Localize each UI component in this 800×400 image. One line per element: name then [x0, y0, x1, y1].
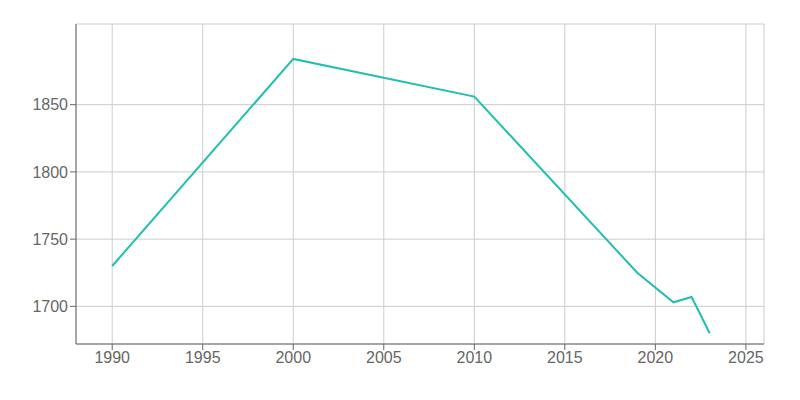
- svg-text:1990: 1990: [94, 349, 130, 366]
- svg-text:1995: 1995: [185, 349, 221, 366]
- svg-text:2015: 2015: [547, 349, 583, 366]
- svg-text:2025: 2025: [728, 349, 764, 366]
- svg-text:2020: 2020: [638, 349, 674, 366]
- svg-text:1850: 1850: [32, 96, 68, 113]
- svg-text:2005: 2005: [366, 349, 402, 366]
- svg-text:1800: 1800: [32, 164, 68, 181]
- svg-text:1700: 1700: [32, 298, 68, 315]
- svg-text:2000: 2000: [275, 349, 311, 366]
- svg-text:1750: 1750: [32, 231, 68, 248]
- svg-text:2010: 2010: [457, 349, 493, 366]
